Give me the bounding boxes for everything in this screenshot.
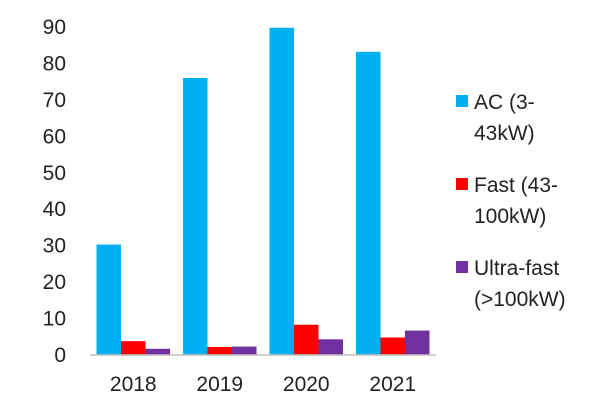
- legend-label: AC (3-: [474, 91, 535, 114]
- bar: [318, 339, 343, 355]
- y-tick-label: 60: [43, 125, 66, 148]
- legend-label: (>100kW): [474, 288, 566, 311]
- legend-label: 100kW): [474, 205, 546, 228]
- bar: [405, 330, 430, 355]
- legend-label: Ultra-fast: [474, 257, 559, 280]
- y-tick-label: 90: [43, 16, 66, 39]
- bar: [145, 348, 170, 355]
- legend-swatch: [456, 95, 468, 107]
- y-tick-label: 20: [43, 271, 66, 294]
- y-tick-label: 40: [43, 198, 66, 221]
- legend-label: 43kW): [474, 122, 535, 145]
- legend-item: AC (3- 43kW): [456, 91, 535, 145]
- legend: AC (3- 43kW) Fast (43- 100kW) Ultra-fast (>10…: [456, 91, 566, 311]
- bar: [232, 346, 257, 355]
- legend-swatch: [456, 261, 468, 273]
- y-tick-label: 30: [43, 235, 66, 258]
- bar: [183, 78, 208, 356]
- bar: [294, 324, 319, 355]
- y-tick-label: 70: [43, 89, 66, 112]
- legend-label: Fast (43-: [474, 174, 558, 197]
- legend-item: Ultra-fast (>100kW): [456, 257, 566, 311]
- bar: [356, 51, 381, 355]
- y-tick-label: 0: [54, 344, 66, 367]
- bar: [207, 346, 232, 355]
- bar: [269, 27, 294, 356]
- y-axis-tick-labels: 0 10 20 30 40 50 60 70 80 90: [43, 16, 66, 367]
- y-tick-label: 10: [43, 308, 66, 331]
- bar: [380, 337, 405, 355]
- x-tick-label: 2020: [283, 373, 330, 396]
- x-axis-tick-labels: 2018 2019 2020 2021: [110, 373, 416, 396]
- y-tick-label: 80: [43, 52, 66, 75]
- bar: [121, 341, 146, 355]
- x-tick-label: 2018: [110, 373, 157, 396]
- x-tick-label: 2021: [369, 373, 416, 396]
- legend-item: Fast (43- 100kW): [456, 174, 558, 228]
- x-tick-label: 2019: [196, 373, 243, 396]
- y-tick-label: 50: [43, 162, 66, 185]
- bar: [96, 244, 121, 355]
- legend-swatch: [456, 178, 468, 190]
- bars: [96, 27, 430, 356]
